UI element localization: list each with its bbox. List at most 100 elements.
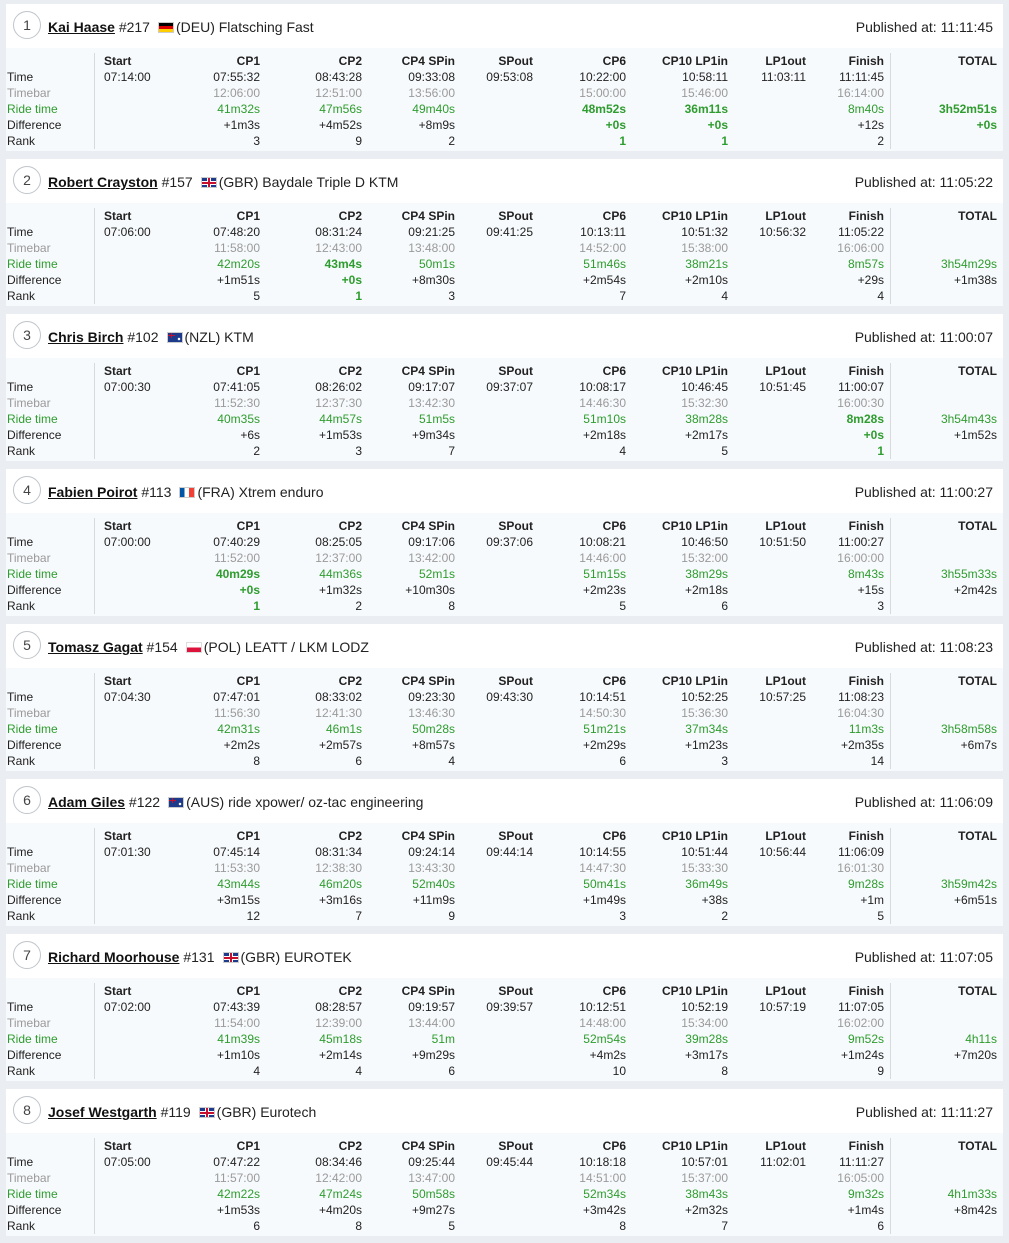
rank-cell: 3 <box>619 909 626 923</box>
ride-time-cell <box>486 876 533 892</box>
result-card: 2 Robert Crayston #157 (GBR) Baydale Tripl… <box>6 159 1003 306</box>
column-header: SPout <box>498 1139 533 1153</box>
column-header: CP2 <box>338 1139 362 1153</box>
rank-cell <box>104 288 151 304</box>
column-header: CP2 <box>338 984 362 998</box>
split-column: CP2 08:33:02 12:41:30 46m1s +2m57s 6 <box>315 673 362 769</box>
rider-number: #157 <box>161 174 193 190</box>
rider-name-link[interactable]: Adam Giles <box>48 794 126 810</box>
time-cell: 07:40:29 <box>213 535 260 549</box>
rank-cell <box>948 1218 997 1234</box>
rider-line: Kai Haase #217 (DEU) Flatsching Fast <box>48 19 314 35</box>
ride-time-cell: 51m10s <box>583 412 626 426</box>
time-cell: 09:23:30 <box>408 690 455 704</box>
rank-cell: 8 <box>619 1219 626 1233</box>
timebar-cell: 14:46:00 <box>579 551 626 565</box>
column-header: CP4 SPin <box>401 54 455 68</box>
row-label: Ride time <box>7 877 58 891</box>
column-divider <box>890 53 891 149</box>
rank-cell <box>941 443 997 459</box>
column-header: Finish <box>848 209 884 223</box>
rider-name-link[interactable]: Fabien Poirot <box>48 484 138 500</box>
column-header: CP1 <box>236 54 260 68</box>
timebar-cell: 13:43:30 <box>408 861 455 875</box>
column-header: CP1 <box>236 1139 260 1153</box>
timebar-cell: 13:56:00 <box>408 86 455 100</box>
column-header: Start <box>104 1139 132 1153</box>
time-cell <box>954 999 997 1015</box>
pol-flag-icon <box>185 642 202 653</box>
column-header: CP10 LP1in <box>661 364 728 378</box>
rider-name-link[interactable]: Tomasz Gagat <box>48 639 143 655</box>
timebar-cell: 12:06:00 <box>213 86 260 100</box>
rank-cell: 1 <box>355 289 362 303</box>
split-column: CP1 07:45:14 11:53:30 43m44s +3m15s 12 <box>213 828 260 924</box>
timebar-cell: 16:00:30 <box>837 396 884 410</box>
timebar-cell: 15:32:30 <box>681 396 728 410</box>
gbr-flag-icon <box>200 177 217 188</box>
time-cell: 10:12:51 <box>579 1000 626 1014</box>
timebar-cell <box>104 395 151 411</box>
rank-cell <box>760 1218 806 1234</box>
time-cell: 09:41:25 <box>486 225 533 239</box>
split-column: CP10 LP1in 10:52:25 15:36:30 37m34s +1m23s 3 <box>662 673 728 769</box>
rank-cell: 14 <box>870 754 884 768</box>
ride-time-cell: 51m46s <box>583 257 626 271</box>
rider-name-link[interactable]: Kai Haase <box>48 19 115 35</box>
ride-time-cell: 51m <box>431 1032 455 1046</box>
difference-cell: +1m38s <box>953 273 997 287</box>
split-column: Start 07:06:00 <box>104 208 151 304</box>
difference-cell: +1m3s <box>223 118 260 132</box>
split-column: CP6 10:18:18 14:51:00 52m34s +3m42s 8 <box>579 1138 626 1234</box>
column-header: CP2 <box>338 519 362 533</box>
rider-name-link[interactable]: Robert Crayston <box>48 174 158 190</box>
time-cell: 09:39:57 <box>486 1000 533 1014</box>
difference-cell: +1m53s <box>318 428 362 442</box>
result-header: 5 Tomasz Gagat #154 (POL) LEATT / LKM LODZ… <box>6 624 1003 668</box>
split-table: Time Timebar Ride time Difference Rank Start 0… <box>6 363 1003 459</box>
ride-time-cell <box>486 1031 533 1047</box>
column-header: SPout <box>498 54 533 68</box>
rider-name-link[interactable]: Josef Westgarth <box>48 1104 157 1120</box>
timebar-cell: 12:42:00 <box>315 1171 362 1185</box>
row-labels: Time Timebar Ride time Difference Rank <box>6 828 92 924</box>
rider-name-link[interactable]: Richard Moorhouse <box>48 949 180 965</box>
ride-time-cell: 43m4s <box>324 257 362 271</box>
split-table: Time Timebar Ride time Difference Rank Start 0… <box>6 673 1003 769</box>
rank-cell: 5 <box>877 909 884 923</box>
difference-cell: +2m14s <box>318 1048 362 1062</box>
ride-time-cell <box>104 721 151 737</box>
time-cell <box>941 689 997 705</box>
split-column: TOTAL 4h11s +7m20s <box>954 983 997 1079</box>
time-cell: 09:53:08 <box>486 70 533 84</box>
split-column: CP4 SPin 09:19:57 13:44:00 51m +9m29s 6 <box>402 983 455 1079</box>
split-column: Finish 11:00:07 16:00:30 8m28s +0s 1 <box>837 363 884 459</box>
rank-cell: 3 <box>877 599 884 613</box>
time-cell: 09:19:57 <box>408 1000 455 1014</box>
ride-time-cell: 47m24s <box>319 1187 362 1201</box>
column-header: Finish <box>848 364 884 378</box>
timebar-cell: 12:37:00 <box>315 551 362 565</box>
rank-cell <box>486 908 533 924</box>
timebar-cell: 16:06:00 <box>837 241 884 255</box>
difference-cell <box>104 427 151 443</box>
rank-cell: 8 <box>253 754 260 768</box>
time-cell: 10:14:51 <box>579 690 626 704</box>
timebar-cell <box>948 1170 997 1186</box>
timebar-cell <box>759 550 806 566</box>
rider-name-link[interactable]: Chris Birch <box>48 329 124 345</box>
rank-cell: 1 <box>619 134 626 148</box>
column-header: CP2 <box>338 674 362 688</box>
gbr-flag-icon <box>222 952 239 963</box>
column-header: LP1out <box>765 829 806 843</box>
ride-time-cell: 36m49s <box>685 877 728 891</box>
aus-flag-icon <box>168 797 185 808</box>
ride-time-cell: 3h59m42s <box>940 877 997 891</box>
position-badge: 2 <box>13 166 41 194</box>
difference-cell: +3m42s <box>582 1203 626 1217</box>
difference-cell <box>486 117 533 133</box>
rank-cell: 8 <box>448 599 455 613</box>
column-header: Finish <box>848 519 884 533</box>
difference-cell <box>486 427 533 443</box>
difference-cell: +2m57s <box>318 738 362 752</box>
